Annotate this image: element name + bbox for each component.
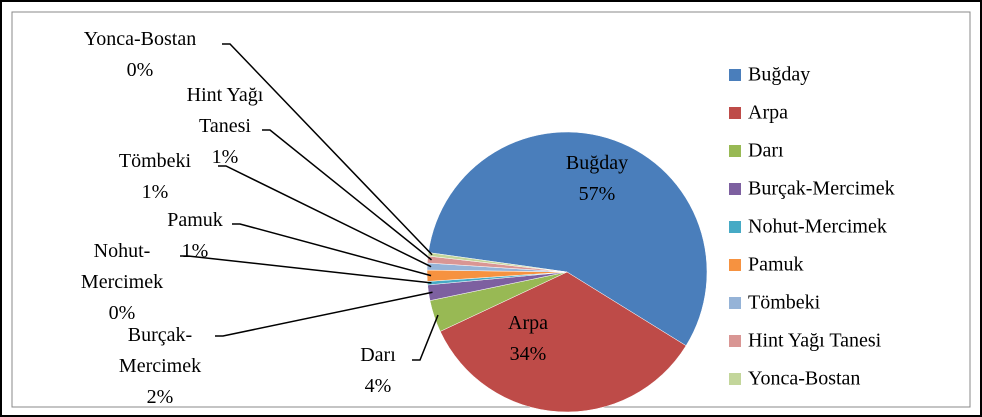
legend-label: Darı bbox=[748, 140, 784, 162]
data-label-value: 57% bbox=[578, 183, 616, 205]
legend-swatch bbox=[729, 107, 741, 119]
legend-label: Nohut-Mercimek bbox=[748, 216, 887, 238]
data-label-name: Arpa bbox=[508, 312, 548, 334]
data-label-name: Burçak-Mercimek bbox=[118, 324, 202, 377]
legend-label: Pamuk bbox=[748, 254, 804, 276]
data-label-name: Buğday bbox=[565, 152, 629, 174]
data-label-value: 0% bbox=[126, 59, 154, 81]
data-label: Yonca-Bostan 0% bbox=[40, 24, 240, 86]
data-label-value: 1% bbox=[181, 240, 209, 262]
data-label-value: 1% bbox=[211, 146, 239, 168]
data-label-name: Nohut-Mercimek bbox=[80, 240, 164, 293]
legend-label: Buğday bbox=[748, 64, 810, 86]
leader-line bbox=[412, 314, 439, 361]
data-label-value: 4% bbox=[364, 375, 392, 397]
data-label-value: 0% bbox=[108, 302, 136, 324]
data-label: Burçak-Mercimek 2% bbox=[105, 320, 215, 413]
data-label: Nohut-Mercimek 0% bbox=[72, 236, 172, 329]
data-label: Hint Yağı Tanesi 1% bbox=[170, 80, 280, 173]
data-label-value: 34% bbox=[509, 343, 547, 365]
leader-line bbox=[222, 43, 433, 256]
data-label-name: Darı bbox=[360, 344, 396, 366]
legend-swatch bbox=[729, 259, 741, 271]
plot-border bbox=[11, 11, 971, 408]
pie-slice bbox=[439, 271, 687, 413]
data-label: Pamuk 1% bbox=[150, 205, 240, 267]
leader-line bbox=[232, 223, 432, 277]
legend-swatch bbox=[729, 69, 741, 81]
leader-line bbox=[180, 255, 432, 284]
leader-line bbox=[215, 291, 433, 337]
data-label-name: Tömbeki bbox=[118, 150, 192, 172]
data-label: Darı 4% bbox=[348, 340, 408, 402]
pie-slice bbox=[427, 252, 568, 273]
legend-swatch bbox=[729, 145, 741, 157]
legend-label: Arpa bbox=[748, 102, 788, 124]
data-label-name: Pamuk bbox=[167, 209, 223, 231]
legend-label: Burçak-Mercimek bbox=[748, 178, 895, 200]
pie-slice bbox=[428, 131, 708, 347]
legend-label: Tömbeki bbox=[748, 292, 821, 314]
legend-swatch bbox=[729, 221, 741, 233]
legend-swatch bbox=[729, 183, 741, 195]
legend-swatch bbox=[729, 373, 741, 385]
data-label-name: Hint Yağı Tanesi bbox=[186, 84, 264, 137]
data-label: Arpa 34% bbox=[488, 308, 568, 370]
data-label: Buğday 57% bbox=[537, 148, 657, 210]
data-label-name: Yonca-Bostan bbox=[83, 28, 197, 50]
legend-swatch bbox=[729, 335, 741, 347]
data-label-value: 1% bbox=[141, 181, 169, 203]
leader-line bbox=[218, 165, 432, 268]
data-label-value: 2% bbox=[146, 386, 174, 408]
data-label: Tömbeki 1% bbox=[100, 146, 210, 208]
legend-label: Yonca-Bostan bbox=[748, 368, 860, 390]
legend-label: Hint Yağı Tanesi bbox=[748, 330, 882, 352]
leader-line bbox=[262, 129, 433, 261]
legend-swatch bbox=[729, 297, 741, 309]
